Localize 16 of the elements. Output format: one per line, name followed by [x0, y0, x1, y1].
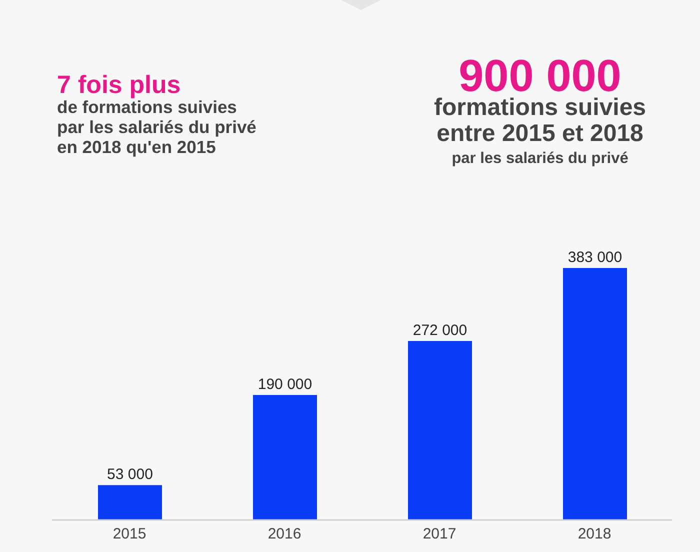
text: 7 fois plus — [57, 71, 181, 99]
bar — [408, 341, 472, 520]
data-label: 53 000 — [107, 466, 153, 484]
x-tick-label: 2018 — [578, 526, 612, 543]
text: par les salariés du privé — [450, 149, 630, 169]
bar — [563, 268, 627, 520]
bar — [253, 394, 317, 520]
data-label: 190 000 — [258, 376, 312, 393]
x-tick-label: 2016 — [268, 526, 302, 543]
data-label: 383 000 — [568, 249, 622, 266]
x-tick-label: 2017 — [422, 526, 456, 543]
text: de formations suivies par les salariés du privé en 2018 qu'en 2015 — [57, 97, 256, 157]
data-label: 272 000 — [412, 322, 468, 340]
text: formations suivies entre 2015 et 2018 — [432, 94, 648, 147]
x-tick-label: 2015 — [112, 526, 146, 543]
bar — [98, 485, 162, 520]
